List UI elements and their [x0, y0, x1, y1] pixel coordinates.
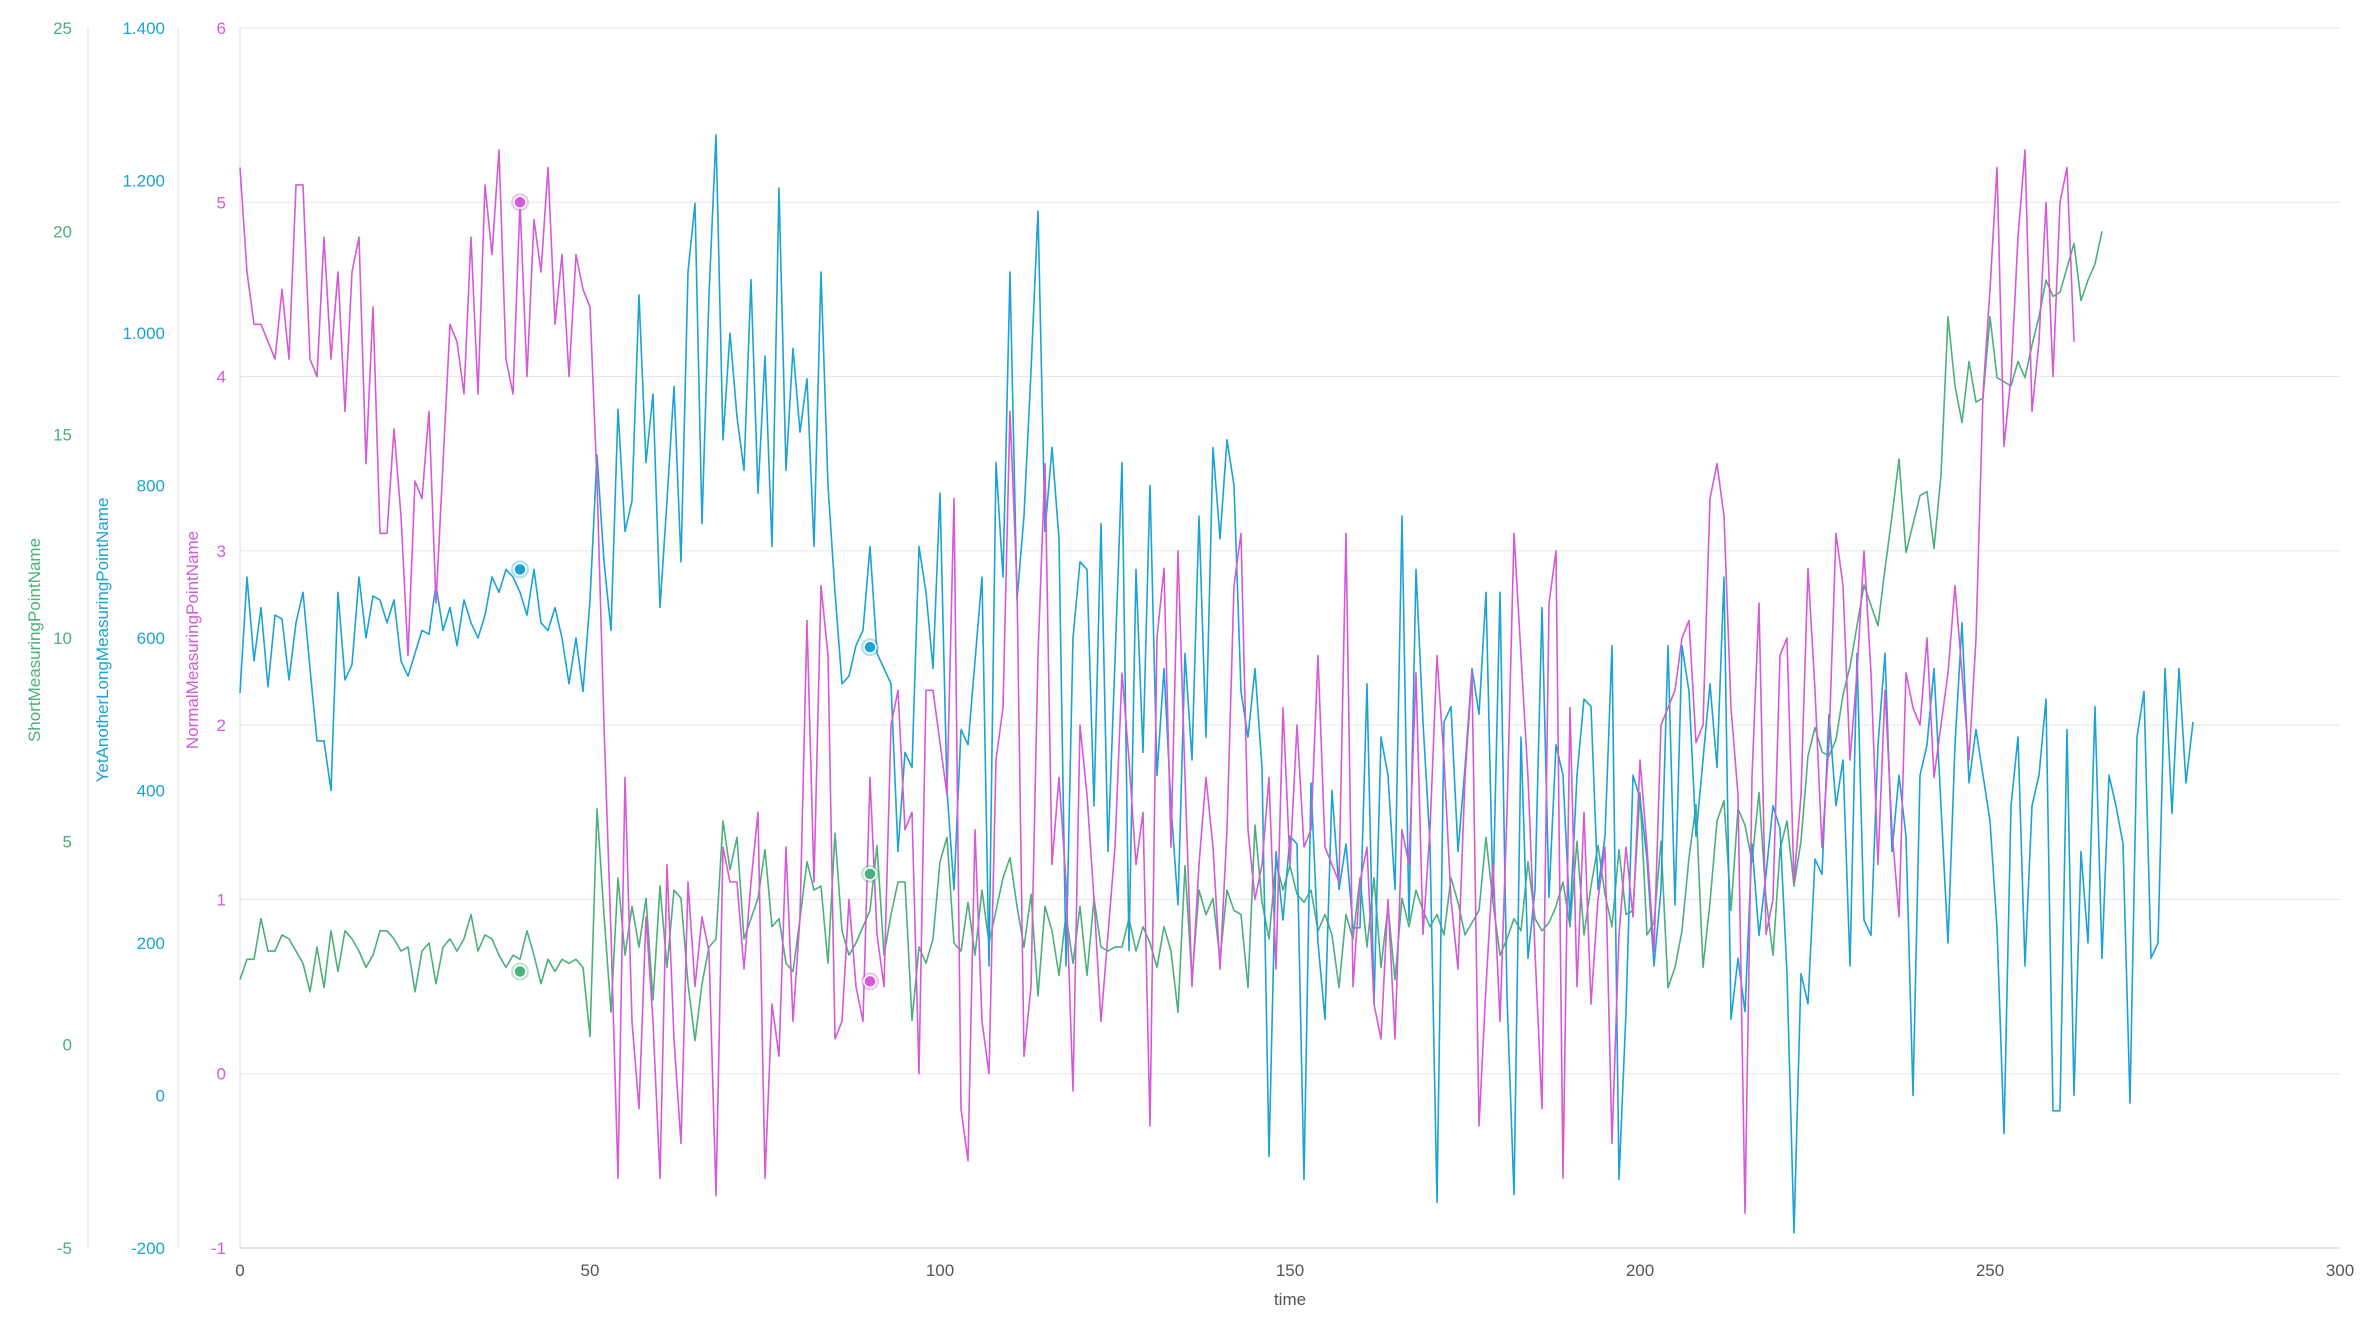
y-axis-title-green: ShortMeasuringPointName — [25, 538, 44, 742]
y-tick-label-green: 5 — [63, 832, 72, 851]
y-tick-label-blue: -200 — [131, 1239, 165, 1258]
y-tick-label-magenta: 2 — [217, 716, 226, 735]
marker-point-green — [513, 964, 527, 979]
axis-titles: time ShortMeasuringPointName YetAnotherL… — [25, 498, 1306, 1309]
marker-point-magenta — [863, 974, 877, 989]
marker-point-blue — [863, 640, 877, 654]
grid-lines — [240, 27, 2340, 1249]
y-tick-label-magenta: 4 — [217, 368, 226, 387]
y-tick-label-green: 10 — [53, 629, 72, 648]
y-tick-label-blue: 1.400 — [122, 19, 165, 38]
marker-point-blue — [513, 562, 527, 577]
y-axis-title-magenta: NormalMeasuringPointName — [183, 531, 202, 749]
x-axis-title: time — [1274, 1290, 1306, 1309]
y-tick-label-green: 20 — [53, 222, 72, 241]
y-tick-label-magenta: 6 — [217, 19, 226, 38]
axes: -50510152025-20002004006008001.0001.2001… — [53, 19, 2354, 1280]
y-tick-label-blue: 200 — [137, 934, 165, 953]
series-line-blue — [239, 134, 2194, 1234]
y-tick-label-blue: 1.200 — [122, 172, 165, 191]
y-tick-label-green: 0 — [63, 1036, 72, 1055]
y-tick-label-magenta: 5 — [217, 193, 226, 212]
marker-point-magenta — [513, 195, 527, 210]
y-axis-title-blue: YetAnotherLongMeasuringPointName — [93, 498, 112, 783]
x-tick-label: 250 — [1976, 1261, 2004, 1280]
y-tick-label-magenta: 1 — [217, 890, 226, 909]
y-tick-label-green: -5 — [57, 1239, 72, 1258]
marker-point-green — [863, 867, 877, 881]
y-tick-label-blue: 600 — [137, 629, 165, 648]
series-line-magenta — [239, 149, 2075, 1214]
x-tick-label: 150 — [1276, 1261, 1304, 1280]
y-tick-label-blue: 1.000 — [122, 324, 165, 343]
y-tick-label-green: 15 — [53, 426, 72, 445]
series-line-green — [239, 231, 2103, 1042]
y-tick-label-magenta: 0 — [217, 1065, 226, 1084]
y-tick-label-magenta: 3 — [217, 542, 226, 561]
y-tick-label-blue: 0 — [156, 1087, 165, 1106]
y-tick-label-magenta: -1 — [211, 1239, 226, 1258]
x-tick-label: 300 — [2326, 1261, 2354, 1280]
x-tick-label: 100 — [926, 1261, 954, 1280]
y-tick-label-blue: 400 — [137, 782, 165, 801]
series-lines — [239, 134, 2194, 1234]
hover-markers — [511, 193, 879, 991]
y-tick-label-blue: 800 — [137, 477, 165, 496]
y-tick-label-green: 25 — [53, 19, 72, 38]
x-tick-label: 200 — [1626, 1261, 1654, 1280]
x-tick-label: 0 — [235, 1261, 244, 1280]
x-tick-label: 50 — [581, 1261, 600, 1280]
